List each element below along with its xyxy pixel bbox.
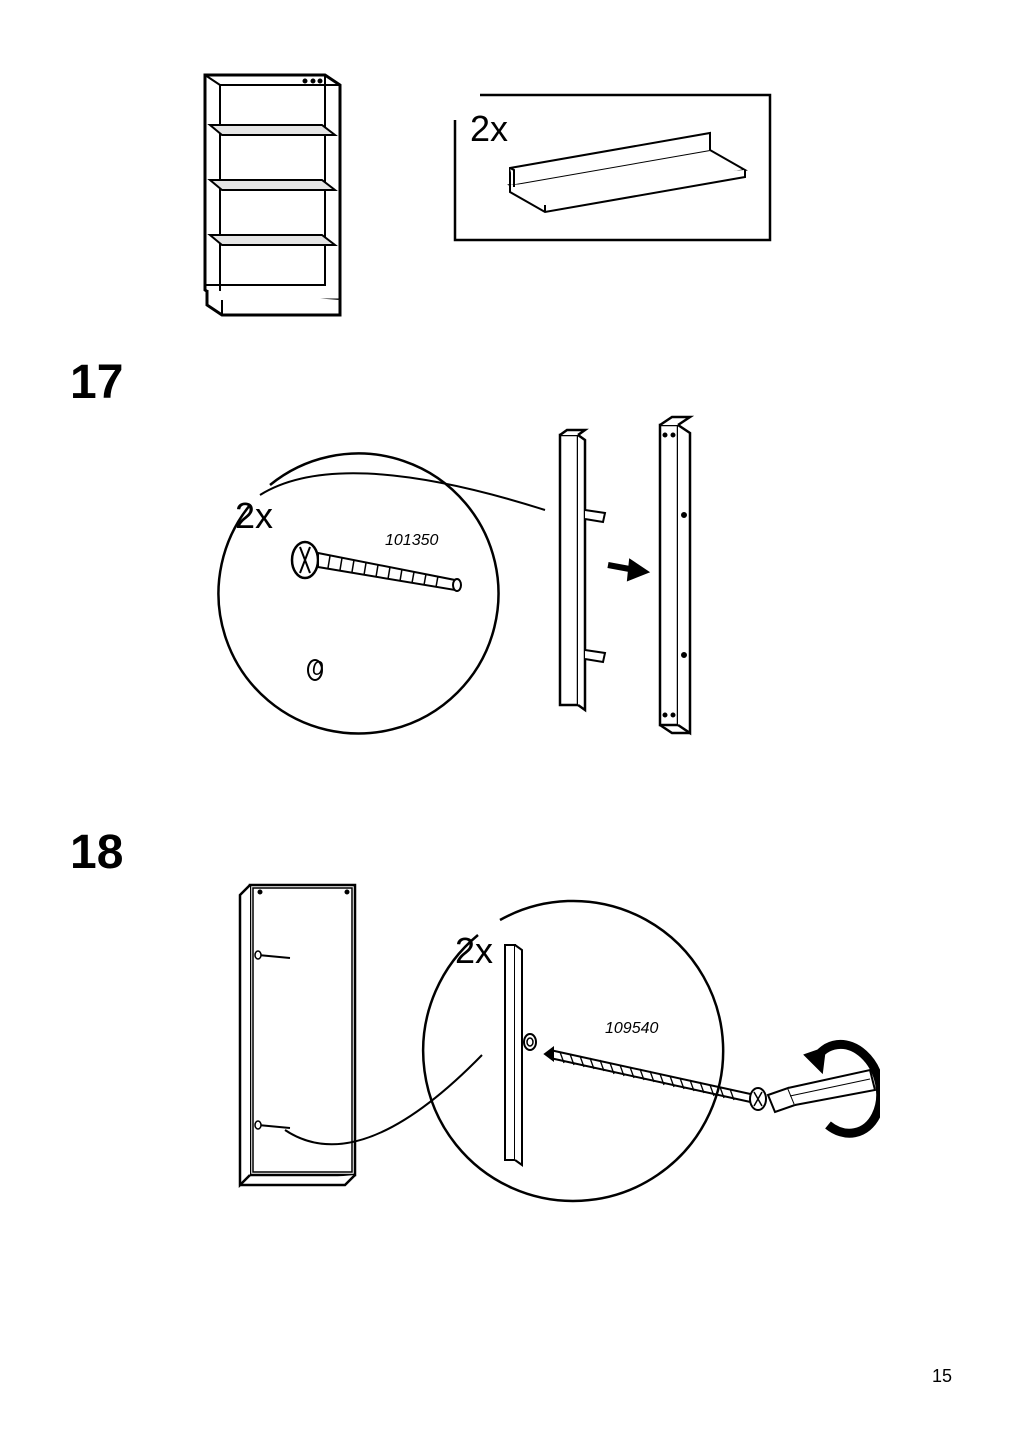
shelf-qty-label: 2x <box>470 108 508 150</box>
assembly-page: 2x 17 <box>0 0 1012 1432</box>
step-number-18: 18 <box>70 825 123 880</box>
bookcase-illustration <box>185 55 365 335</box>
step-number-17: 17 <box>70 355 123 410</box>
screw17-qty-label: 2x <box>235 495 273 537</box>
step17-illustration <box>190 415 770 785</box>
step18-illustration <box>210 870 880 1230</box>
page-number: 15 <box>932 1366 952 1387</box>
part-109540-label: 109540 <box>605 1020 658 1038</box>
screw18-qty-label: 2x <box>455 930 493 972</box>
part-101350-label: 101350 <box>385 532 438 550</box>
zero-label: 0 <box>312 658 323 681</box>
